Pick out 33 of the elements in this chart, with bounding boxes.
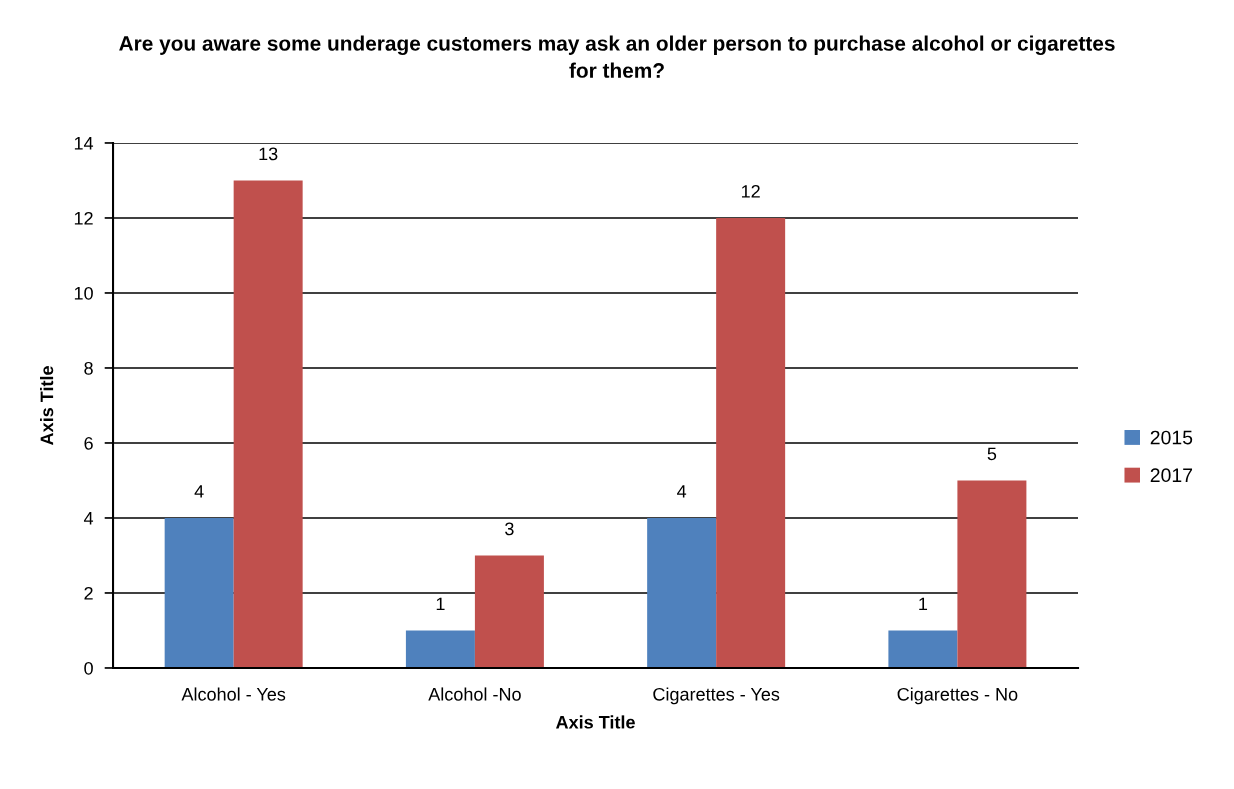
y-tick-label: 6: [84, 436, 93, 450]
y-axis-title: Axis Title: [40, 366, 54, 445]
legend-label: 2015: [1150, 430, 1193, 445]
y-tick-label: 8: [84, 361, 93, 375]
y-tick-label: 2: [84, 586, 93, 600]
data-label: 1: [436, 597, 445, 611]
bar: [888, 630, 958, 668]
data-label: 13: [259, 147, 278, 161]
data-label: 12: [741, 184, 760, 198]
x-tick-label: Alcohol -No: [428, 687, 521, 701]
data-label: 4: [194, 485, 204, 498]
bar: [474, 555, 544, 668]
data-label: 1: [919, 597, 928, 611]
y-tick-label: 14: [74, 137, 94, 150]
data-label: 5: [987, 447, 997, 461]
x-tick-label: Cigarettes - Yes: [653, 687, 780, 705]
data-label: 4: [677, 485, 687, 498]
data-label: 3: [505, 522, 514, 536]
x-tick-label: Alcohol - Yes: [181, 687, 286, 701]
x-tick-label: Cigarettes - No: [897, 687, 1018, 705]
bar: [405, 630, 475, 668]
bar: [647, 517, 717, 668]
chart-title: Are you aware some underage customers may ask an older person to purchase alcohol or cigarettes for them?: [119, 35, 1115, 78]
bar: [233, 180, 303, 668]
legend-label: 2017: [1150, 468, 1193, 483]
bar: [716, 217, 786, 668]
y-tick-label: 4: [83, 512, 94, 525]
y-tick-label: 10: [74, 286, 93, 300]
y-tick-label: 12: [74, 211, 93, 225]
bar: [164, 517, 234, 668]
y-tick-label: 0: [84, 661, 93, 675]
bar: [957, 480, 1027, 668]
x-axis-title: Axis Title: [556, 715, 635, 729]
